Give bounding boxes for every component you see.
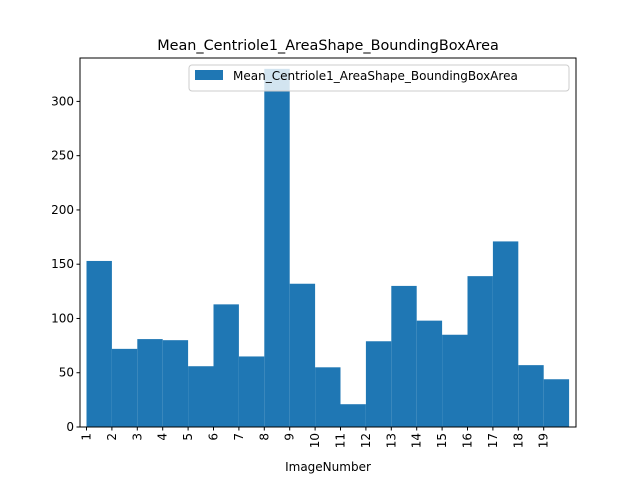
legend-label: Mean_Centriole1_AreaShape_BoundingBoxAre… <box>233 69 518 83</box>
bar-12 <box>365 341 392 427</box>
x-tick-label: 1 <box>80 433 94 441</box>
x-axis: 1 2 3 4 5 6 7 8 9 10 11 12 13 14 15 16 17 18 19 <box>80 427 551 448</box>
x-tick-label: 18 <box>511 433 525 448</box>
legend-frame <box>188 64 570 92</box>
y-tick-label: 50 <box>59 366 74 380</box>
bars-layer <box>86 68 570 428</box>
bar-1 <box>86 260 112 427</box>
x-tick-label: 10 <box>308 433 322 448</box>
legend-swatch <box>195 70 223 80</box>
bar-13 <box>391 285 417 427</box>
bar-9 <box>289 283 316 427</box>
y-tick-label: 200 <box>51 203 74 217</box>
bar-7 <box>238 356 265 427</box>
x-tick-label: 2 <box>105 433 119 441</box>
y-tick-label: 150 <box>51 257 74 271</box>
x-tick-label: 8 <box>257 433 271 441</box>
x-tick-label: 5 <box>181 433 195 441</box>
bar-5 <box>188 366 214 427</box>
x-tick-label: 4 <box>156 433 170 441</box>
bar-8 <box>264 68 290 428</box>
bar-6 <box>213 304 239 427</box>
y-tick-label: 100 <box>51 311 74 325</box>
bar-15 <box>442 334 468 427</box>
y-axis: 0 50 100 150 200 250 300 <box>51 94 80 434</box>
bar-10 <box>315 367 341 427</box>
legend: Mean_Centriole1_AreaShape_BoundingBoxAre… <box>188 64 570 92</box>
chart-title: Mean_Centriole1_AreaShape_BoundingBoxAre… <box>157 38 499 54</box>
x-axis-label: ImageNumber <box>285 460 371 474</box>
bar-11 <box>340 404 366 427</box>
x-tick-label: 6 <box>207 433 221 441</box>
x-tick-label: 15 <box>435 433 449 448</box>
x-tick-label: 9 <box>283 433 297 441</box>
y-tick-label: 0 <box>66 420 74 434</box>
x-tick-label: 3 <box>130 433 144 441</box>
bar-2 <box>111 348 138 427</box>
bar-16 <box>467 276 493 427</box>
bar-14 <box>416 320 443 427</box>
x-tick-label: 17 <box>486 433 500 448</box>
x-tick-label: 11 <box>334 433 348 448</box>
x-tick-label: 12 <box>359 433 373 448</box>
y-tick-label: 300 <box>51 94 74 108</box>
bar-19 <box>543 379 570 427</box>
bar-17 <box>492 241 519 427</box>
y-tick-label: 250 <box>51 149 74 163</box>
x-tick-label: 13 <box>384 433 398 448</box>
x-tick-label: 7 <box>232 433 246 441</box>
x-tick-label: 19 <box>537 433 551 448</box>
x-tick-label: 16 <box>461 433 475 448</box>
x-tick-label: 14 <box>410 433 424 448</box>
bar-3 <box>137 339 163 427</box>
bar-4 <box>162 340 189 427</box>
plot-frame <box>79 57 577 428</box>
bar-18 <box>518 365 544 427</box>
